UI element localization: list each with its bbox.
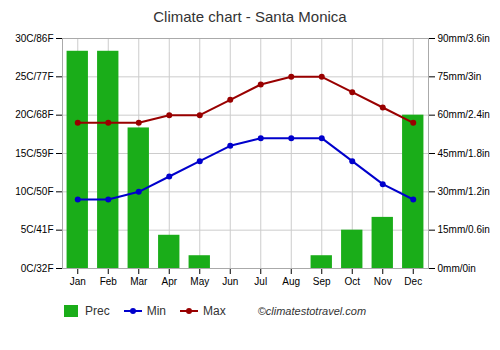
svg-text:0mm/0in: 0mm/0in [438, 263, 476, 274]
svg-text:Aug: Aug [282, 276, 300, 287]
svg-text:Nov: Nov [374, 276, 392, 287]
svg-text:90mm/3.6in: 90mm/3.6in [438, 33, 490, 44]
svg-text:Mar: Mar [130, 276, 148, 287]
svg-text:0C/32F: 0C/32F [21, 263, 54, 274]
svg-text:30mm/1.2in: 30mm/1.2in [438, 186, 490, 197]
svg-text:5C/41F: 5C/41F [21, 224, 54, 235]
svg-text:May: May [190, 276, 209, 287]
svg-text:20C/68F: 20C/68F [15, 109, 53, 120]
svg-text:Jan: Jan [70, 276, 86, 287]
html-text:©climatestotravel.com: ©climatestotravel.com [257, 305, 367, 317]
svg-text:Dec: Dec [404, 276, 422, 287]
svg-text:25C/77F: 25C/77F [15, 71, 53, 82]
svg-text:Feb: Feb [100, 276, 118, 287]
html-text:Climate chart - Santa Monica: Climate chart - Santa Monica [153, 8, 347, 25]
svg-text:Sep: Sep [313, 276, 331, 287]
html-text:Prec: Prec [85, 304, 110, 318]
svg-text:15mm/0.6in: 15mm/0.6in [438, 224, 490, 235]
svg-text:45mm/1.8in: 45mm/1.8in [438, 148, 490, 159]
svg-text:75mm/3in: 75mm/3in [438, 71, 482, 82]
svg-text:Apr: Apr [161, 276, 177, 287]
svg-text:Jul: Jul [254, 276, 267, 287]
svg-text:15C/59F: 15C/59F [15, 148, 53, 159]
svg-text:Oct: Oct [344, 276, 360, 287]
html-text:Min: Min [146, 304, 166, 318]
html-text:Max: Max [203, 304, 226, 318]
svg-text:30C/86F: 30C/86F [15, 33, 53, 44]
svg-text:60mm/2.4in: 60mm/2.4in [438, 109, 490, 120]
svg-text:Jun: Jun [222, 276, 238, 287]
svg-text:10C/50F: 10C/50F [15, 186, 53, 197]
